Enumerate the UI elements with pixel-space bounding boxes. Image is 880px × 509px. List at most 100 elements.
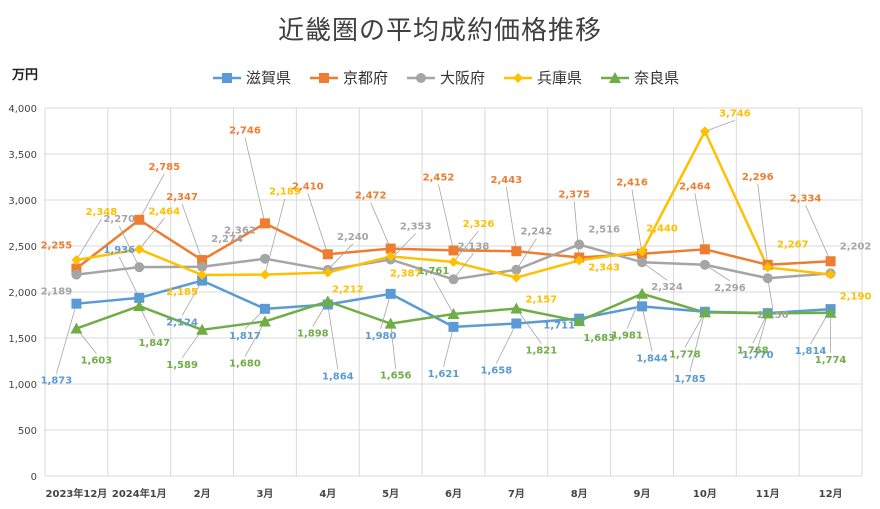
data-point — [71, 263, 82, 274]
data-label-leader — [631, 189, 643, 254]
data-point — [259, 253, 270, 264]
data-point — [448, 245, 459, 256]
data-label-leader — [56, 303, 77, 374]
data-label: 2,255 — [41, 241, 73, 252]
data-label: 2,274 — [211, 234, 243, 245]
data-label-leader — [516, 308, 542, 344]
data-label: 2,270 — [103, 214, 135, 225]
y-tick-label: 4,000 — [8, 104, 37, 115]
data-label-leader — [757, 313, 769, 349]
legend-item: 兵庫県 — [503, 67, 582, 88]
data-label-leader — [181, 203, 203, 261]
x-tick-label: 5月 — [382, 488, 399, 500]
legend-label: 奈良県 — [634, 69, 680, 87]
data-label: 1,817 — [229, 331, 261, 342]
data-label-leader — [505, 187, 517, 252]
data-label: 2,324 — [651, 282, 683, 293]
data-point — [511, 264, 522, 275]
data-point — [699, 126, 710, 137]
data-label-leader — [516, 238, 537, 270]
data-label-leader — [805, 205, 831, 262]
data-label-leader — [704, 119, 736, 132]
x-tick-label: 8月 — [571, 488, 588, 500]
data-point — [259, 303, 270, 314]
x-tick-label: 11月 — [756, 488, 780, 500]
data-label-leader — [380, 293, 392, 329]
data-label-leader — [641, 306, 653, 352]
data-point — [698, 306, 711, 318]
data-label: 2,353 — [400, 222, 432, 233]
data-label: 1,603 — [81, 356, 113, 367]
data-point — [385, 288, 396, 299]
data-label-leader — [244, 137, 266, 224]
y-tick-label: 2,000 — [8, 288, 37, 299]
data-label-leader — [767, 278, 774, 309]
data-label: 2,472 — [355, 191, 387, 202]
data-label: 1,778 — [669, 349, 701, 360]
data-label: 2,785 — [148, 162, 180, 173]
data-label-leader — [641, 261, 668, 281]
data-label-leader — [390, 233, 416, 260]
data-point — [637, 246, 648, 257]
data-point — [574, 255, 585, 266]
data-label: 2,138 — [458, 241, 490, 252]
legend-swatch — [601, 71, 630, 83]
data-point — [322, 249, 333, 260]
data-label: 2,416 — [616, 178, 648, 189]
y-tick-label: 3,500 — [8, 150, 37, 161]
data-label: 2,190 — [840, 292, 872, 303]
data-point — [196, 323, 209, 335]
data-label: 1,768 — [737, 345, 769, 356]
data-label: 2,440 — [646, 224, 678, 235]
x-tick-label: 10月 — [693, 488, 717, 500]
data-label: 1,785 — [674, 374, 706, 385]
legend-swatch — [407, 72, 436, 83]
data-point — [71, 254, 82, 265]
data-label-leader — [307, 193, 329, 255]
legend-swatch — [504, 72, 533, 83]
data-point — [825, 269, 836, 280]
legend-item: 奈良県 — [600, 67, 679, 88]
data-point — [574, 239, 585, 250]
data-label: 1,847 — [138, 338, 170, 349]
data-label-leader — [244, 321, 266, 357]
data-point — [637, 301, 648, 312]
legend-label: 大阪府 — [440, 69, 486, 87]
data-label: 2,124 — [166, 318, 198, 329]
data-label: 2,452 — [423, 172, 455, 183]
data-point — [511, 246, 522, 257]
data-point — [70, 322, 83, 334]
data-point — [448, 274, 459, 285]
data-label-leader — [118, 256, 140, 299]
data-label: 2,746 — [229, 125, 261, 136]
data-label: 2,185 — [166, 287, 198, 298]
data-point — [259, 218, 270, 229]
data-label-leader — [684, 312, 706, 348]
data-label: 1,656 — [380, 371, 412, 382]
x-tick-label: 3月 — [256, 488, 273, 500]
data-label: 1,658 — [481, 365, 513, 376]
y-tick-label: 3,000 — [8, 196, 37, 207]
data-label: 1,980 — [365, 331, 397, 342]
legend-item: 京都府 — [309, 67, 388, 88]
data-point — [762, 273, 773, 284]
data-point — [448, 321, 459, 332]
x-tick-label: 2月 — [194, 488, 211, 500]
data-label-leader — [118, 225, 140, 268]
legend-label: 滋賀県 — [246, 69, 292, 87]
legend-label: 京都府 — [343, 69, 389, 87]
data-label: 2,348 — [86, 207, 118, 218]
data-label: 1,873 — [41, 376, 73, 387]
data-label: 1,898 — [297, 328, 329, 339]
data-label: 1,683 — [583, 333, 615, 344]
data-label-leader — [694, 193, 706, 250]
data-label: 1,711 — [543, 321, 575, 332]
data-point — [511, 272, 522, 283]
data-label: 2,240 — [337, 232, 369, 243]
data-point — [762, 262, 773, 273]
data-label: 2,516 — [588, 225, 620, 236]
data-point — [385, 251, 396, 262]
x-tick-label: 12月 — [819, 488, 843, 500]
